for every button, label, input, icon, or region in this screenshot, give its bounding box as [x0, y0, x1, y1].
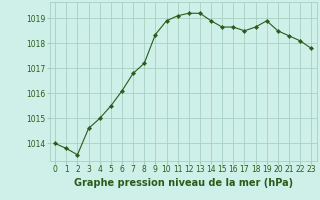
X-axis label: Graphe pression niveau de la mer (hPa): Graphe pression niveau de la mer (hPa) [74, 178, 293, 188]
